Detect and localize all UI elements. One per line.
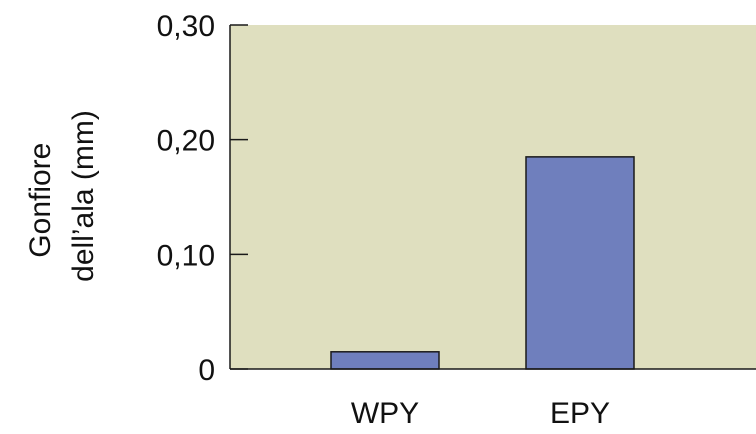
y-axis-title-line-1: Gonfiore	[24, 143, 57, 258]
y-ticks: 0 0,10 0,20 0,30	[157, 10, 248, 387]
y-axis-title-line-2: dell’ala (mm)	[67, 110, 100, 282]
x-category-labels: WPY EPY	[351, 397, 610, 430]
y-axis-title: Gonfiore dell’ala (mm)	[24, 110, 100, 282]
y-tick-label: 0,20	[157, 125, 215, 158]
y-tick-label: 0,30	[157, 10, 215, 43]
bar-epy	[525, 156, 635, 370]
x-category-label: WPY	[351, 397, 419, 430]
plot-area	[230, 25, 756, 369]
bar-wpy	[330, 351, 440, 370]
bar-group	[330, 156, 635, 370]
x-category-label: EPY	[550, 397, 610, 430]
y-tick-label: 0	[198, 354, 215, 387]
y-tick-label: 0,10	[157, 239, 215, 272]
